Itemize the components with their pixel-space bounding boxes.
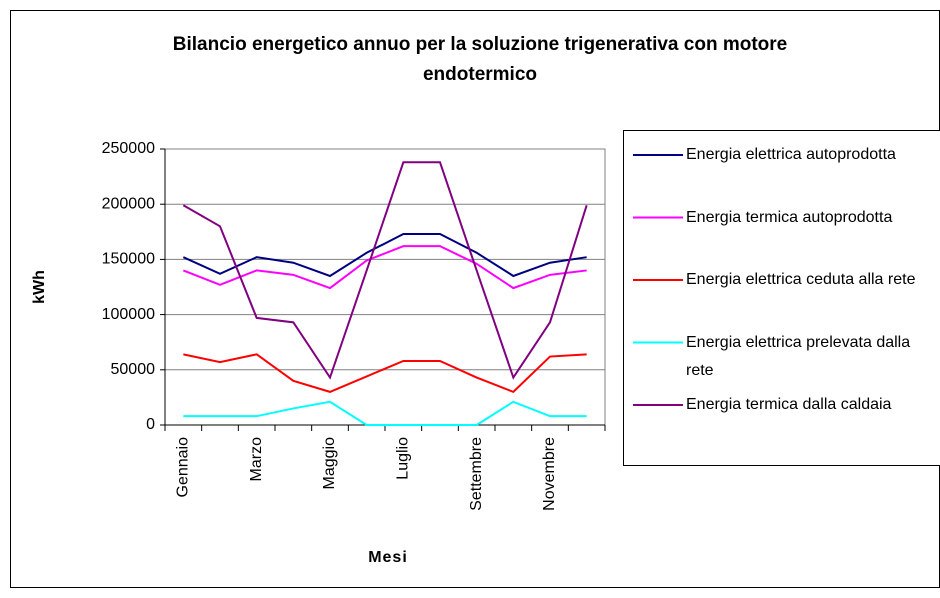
- y-axis-label: kWh: [31, 270, 48, 304]
- x-tick-label: Luglio: [395, 437, 412, 480]
- x-tick-label: Maggio: [321, 437, 338, 490]
- legend-label: Energia termica dalla caldaia: [686, 396, 892, 413]
- series-line: [183, 353, 587, 394]
- y-tick-label: 250000: [102, 140, 155, 157]
- legend-box: [623, 130, 940, 466]
- x-axis-label: Mesi: [368, 549, 408, 566]
- y-tick-label: 150000: [102, 251, 155, 268]
- series-line: [182, 245, 587, 290]
- legend-label: Energia termica autoprodotta: [686, 208, 893, 226]
- x-tick-label: Gennaio: [175, 437, 192, 498]
- legend-label: Energia elettrica autoprodotta: [686, 146, 896, 163]
- y-tick-label: 0: [146, 416, 155, 433]
- y-tick-label: 50000: [111, 361, 156, 378]
- chart-title: Bilancio energetico annuo per la soluzio…: [172, 34, 788, 85]
- x-tick-label: Novembre: [541, 437, 558, 511]
- y-tick-label: 100000: [102, 306, 155, 323]
- x-tick-label: Marzo: [248, 437, 265, 482]
- series-line: [183, 400, 587, 426]
- legend-label: Energia elettrica ceduta alla rete: [686, 271, 916, 288]
- plot-area: [164, 148, 606, 426]
- series-line: [182, 233, 587, 278]
- y-tick-label: 200000: [102, 195, 155, 212]
- x-tick-label: Settembre: [468, 437, 485, 511]
- series-line: [182, 161, 588, 380]
- legend-label: Energia elettrica prelevata dalla rete: [686, 333, 911, 379]
